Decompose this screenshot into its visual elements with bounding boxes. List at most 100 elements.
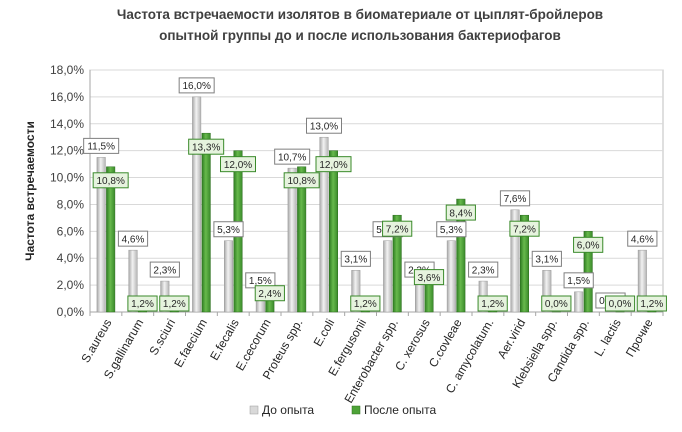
legend-label: После опыта <box>364 403 436 417</box>
data-label: 1,5% <box>249 276 272 287</box>
data-label: 13,3% <box>192 142 220 153</box>
y-tick-label: 4,0% <box>57 251 85 265</box>
data-label: 10,7% <box>278 152 306 163</box>
data-label: 1,2% <box>640 299 663 310</box>
data-label: 3,1% <box>344 255 367 266</box>
data-label: 10,8% <box>287 176 315 187</box>
y-tick-label: 10,0% <box>50 171 84 185</box>
data-label: 10,8% <box>96 176 124 187</box>
data-label-box <box>573 236 604 253</box>
data-label: 13,0% <box>310 121 338 132</box>
data-label: 1,2% <box>163 299 186 310</box>
data-label-box <box>178 77 215 94</box>
y-tick-label: 14,0% <box>50 117 84 131</box>
data-label-box <box>531 250 562 267</box>
y-tick-label: 12,0% <box>50 144 84 158</box>
data-label: 12,0% <box>224 160 252 171</box>
data-label-box <box>340 250 371 267</box>
data-label: 6,0% <box>577 241 600 252</box>
data-label: 7,2% <box>513 224 536 235</box>
x-tick-label: E.fecalis <box>207 317 242 363</box>
y-axis-label: Частота встречаемости <box>23 121 37 261</box>
data-label: 2,3% <box>153 265 176 276</box>
y-tick-label: 2,0% <box>57 278 85 292</box>
data-label: 2,3% <box>472 265 495 276</box>
data-label-box <box>274 148 311 165</box>
data-label: 3,6% <box>418 273 441 284</box>
data-label-box <box>315 156 352 173</box>
bar-after <box>583 231 593 313</box>
bar-after <box>106 166 116 313</box>
data-label-box <box>283 172 320 189</box>
bar-before <box>637 249 647 313</box>
x-tick-label: Aer.virid <box>495 317 529 362</box>
chart-title: Частота встречаемости изолятов в биомате… <box>60 4 660 46</box>
data-label: 3,1% <box>535 255 558 266</box>
x-tick-label: E.coli <box>311 317 338 349</box>
data-label: 5,3% <box>440 225 463 236</box>
data-label: 1,2% <box>481 299 504 310</box>
bar-before <box>574 291 584 313</box>
bar-before <box>224 240 233 313</box>
data-label-box <box>541 295 572 312</box>
data-label-box <box>127 295 158 312</box>
bar-before <box>319 136 329 313</box>
bar-before <box>446 240 456 313</box>
data-label-box <box>477 295 508 312</box>
data-label: 7,6% <box>504 194 527 205</box>
bar-before <box>128 249 138 313</box>
data-label: 16,0% <box>182 81 210 92</box>
data-label-box <box>468 261 499 278</box>
y-tick-label: 8,0% <box>57 197 85 211</box>
bar-before <box>287 167 297 313</box>
y-tick-label: 18,0% <box>50 63 84 77</box>
bar-before <box>415 280 424 313</box>
bar-before <box>542 270 552 313</box>
bar-after <box>456 198 466 313</box>
x-tick-label: S.aureus <box>78 317 114 366</box>
data-label: 8,4% <box>449 208 472 219</box>
x-tick-label: Прочие <box>623 316 656 359</box>
x-tick-label: S.sciuri <box>146 317 178 358</box>
data-label-box <box>382 220 413 237</box>
data-label-box <box>117 230 149 247</box>
y-tick-label: 6,0% <box>57 224 85 238</box>
data-label-box <box>306 117 342 134</box>
data-label-box <box>159 295 190 312</box>
data-label-box <box>499 190 531 207</box>
data-label: 1,2% <box>131 299 154 310</box>
bar-after <box>520 214 529 313</box>
data-label-box <box>445 204 476 221</box>
legend-label: До опыта <box>262 403 314 417</box>
data-label-box <box>563 272 594 289</box>
data-label-box <box>636 295 667 312</box>
bar-before <box>96 157 106 313</box>
legend-swatch <box>351 405 361 415</box>
data-label: 0,0% <box>609 299 632 310</box>
bar-before <box>383 240 393 313</box>
bar-before <box>510 209 520 313</box>
data-label: 5,3% <box>217 225 240 236</box>
data-label: 1,5% <box>567 276 590 287</box>
data-label: 11,5% <box>87 142 115 153</box>
data-label-box <box>149 261 180 278</box>
data-label-box <box>83 137 120 154</box>
bar-before <box>351 270 361 313</box>
data-label: 7,2% <box>386 224 409 235</box>
bar-after <box>297 166 307 313</box>
data-label-box <box>92 172 129 189</box>
data-label-box <box>220 156 256 173</box>
bar-after <box>201 132 211 313</box>
bar-after <box>392 214 402 313</box>
y-tick-label: 16,0% <box>50 90 84 104</box>
data-label: 4,6% <box>631 234 654 245</box>
data-label-box <box>604 295 636 312</box>
data-label-box <box>413 269 445 286</box>
bar-before <box>192 96 202 313</box>
x-tick-label: L. lactis <box>591 317 623 359</box>
y-tick-label: 0,0% <box>57 305 85 319</box>
data-label: 4,6% <box>122 234 145 245</box>
data-label: 0,0% <box>545 299 568 310</box>
